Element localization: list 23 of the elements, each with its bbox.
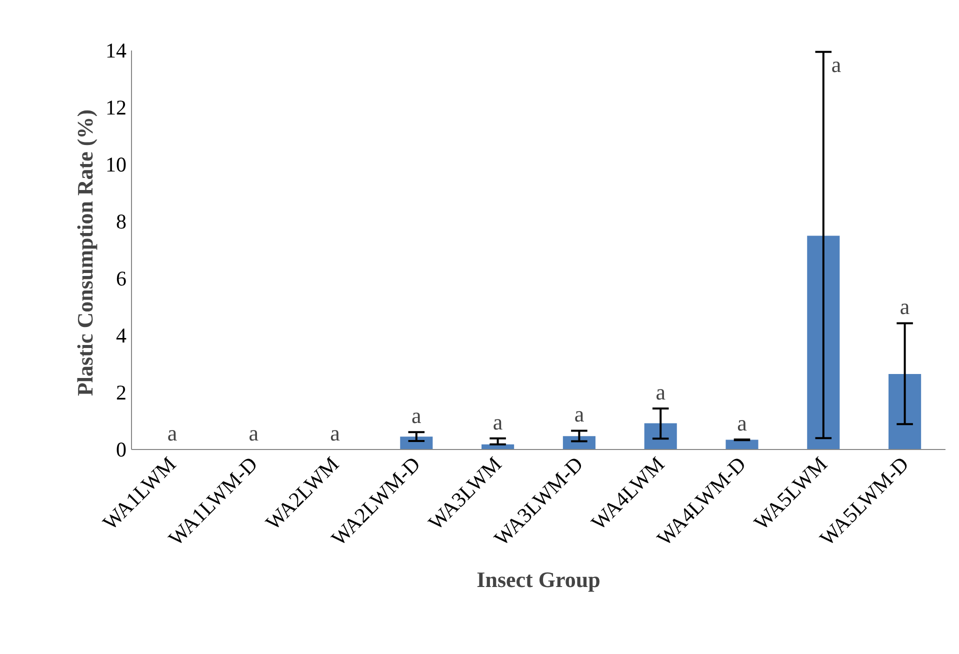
- y-tick-label: 0: [116, 438, 126, 462]
- annotation: a: [412, 403, 422, 428]
- annotation: a: [656, 379, 666, 404]
- bar: [888, 374, 922, 450]
- y-axis-title: Plastic Consumption Rate (%): [72, 109, 98, 396]
- y-tick-label: 10: [106, 152, 126, 176]
- y-tick-label: 14: [106, 38, 127, 62]
- annotation: a: [900, 294, 910, 320]
- annotation: a: [167, 420, 178, 446]
- y-tick-label: 2: [116, 380, 126, 404]
- bar: [644, 423, 677, 450]
- y-tick-label: 8: [116, 210, 126, 234]
- annotation: a: [492, 409, 503, 434]
- y-tick-label: 4: [116, 324, 127, 348]
- annotation: a: [330, 420, 340, 446]
- annotation: a: [248, 420, 259, 446]
- y-tick-label: 6: [116, 266, 126, 290]
- annotation: a: [737, 410, 748, 436]
- bar: [807, 236, 840, 450]
- x-axis-title: Insect Group: [476, 566, 600, 592]
- annotation: a: [831, 52, 842, 77]
- annotation: a: [574, 402, 584, 427]
- y-tick-label: 12: [106, 96, 126, 120]
